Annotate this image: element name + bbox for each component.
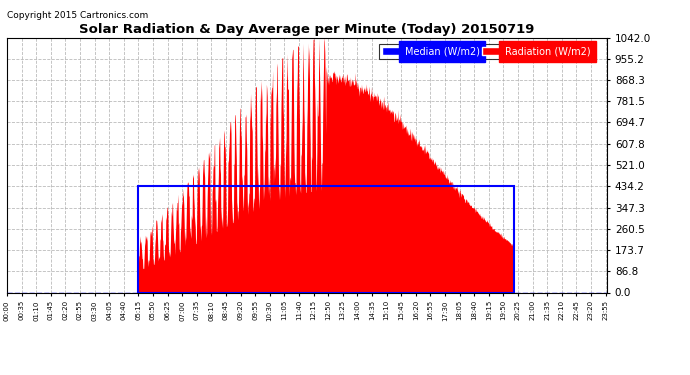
Bar [138,186,514,292]
Title: Solar Radiation & Day Average per Minute (Today) 20150719: Solar Radiation & Day Average per Minute… [79,23,535,36]
Legend: Median (W/m2), Radiation (W/m2): Median (W/m2), Radiation (W/m2) [380,44,593,60]
Text: Copyright 2015 Cartronics.com: Copyright 2015 Cartronics.com [7,11,148,20]
